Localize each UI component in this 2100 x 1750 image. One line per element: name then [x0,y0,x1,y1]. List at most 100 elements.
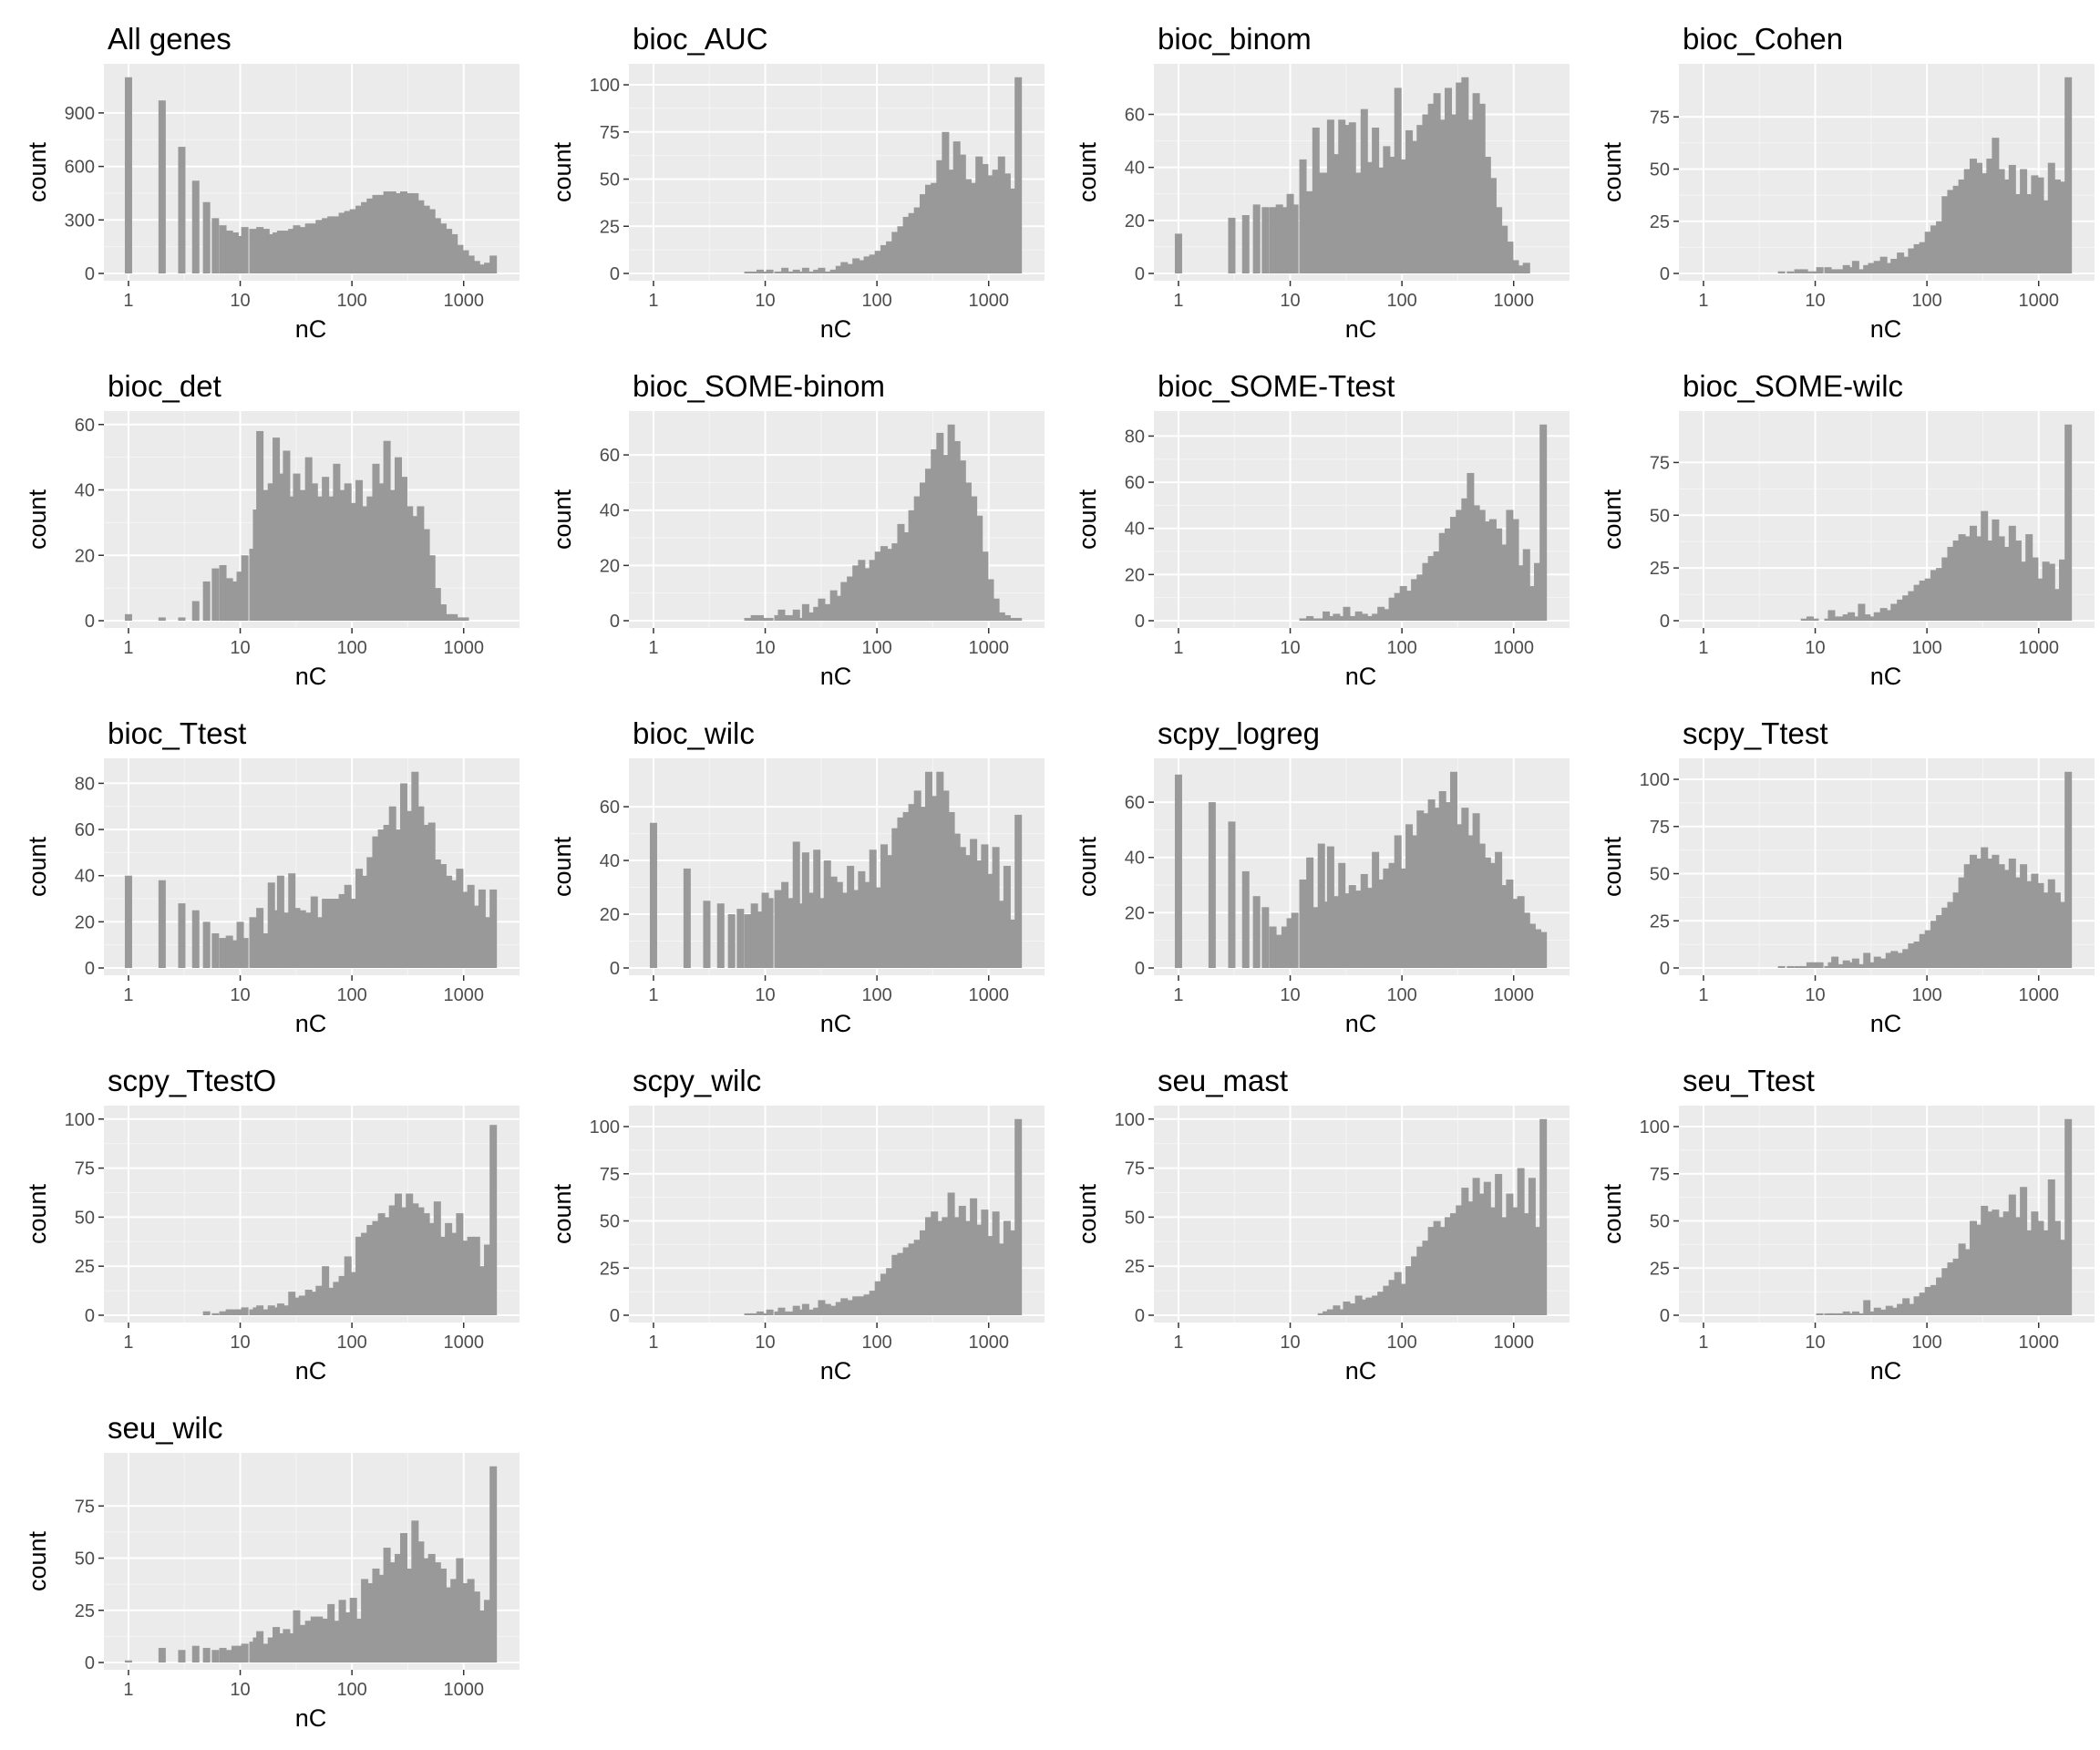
x-tick-label: 10 [1280,291,1300,311]
histogram-bar [1472,813,1480,968]
panel-title: bioc_wilc [633,716,755,750]
histogram-bar [1411,140,1419,273]
histogram-bar [438,864,447,968]
x-tick-label: 1 [123,291,133,311]
histogram-bar [727,914,736,968]
histogram-bar [761,1312,769,1315]
histogram-bar [2020,1187,2028,1315]
histogram-bar [756,911,764,968]
histogram-bar [2002,1211,2011,1315]
histogram-bar [1483,157,1491,273]
y-tick-label: 100 [590,1117,620,1138]
y-tick-label: 40 [1125,849,1145,869]
histogram-bar [1827,610,1836,621]
histogram-bar [1444,528,1452,621]
x-tick-label: 1000 [443,1333,484,1353]
histogram-bar [372,194,380,273]
panel-title: bioc_SOME-binom [633,369,885,403]
histogram-bar [333,1282,341,1315]
y-axis-label: count [24,141,51,202]
histogram-bar [1383,1285,1391,1315]
histogram-bar [1399,1283,1407,1315]
histogram-bar [1913,942,1921,968]
x-axis-label: nC [1870,315,1902,343]
histogram-bar [406,192,414,273]
histogram-bar [1969,854,1977,968]
histogram-bar [2036,882,2044,968]
histogram-bar [293,473,301,621]
histogram-bar [178,1650,186,1662]
histogram-bar [798,1309,806,1315]
histogram-bar [388,190,396,273]
histogram-bar [411,771,419,968]
histogram-bar [231,940,239,968]
histogram-bar [1427,556,1436,621]
y-tick-label: 60 [1125,473,1145,493]
histogram-bar [456,1213,464,1315]
histogram-bar [422,205,430,273]
x-tick-label: 1000 [1493,985,1534,1005]
histogram-bar [1930,921,1939,968]
y-tick-label: 0 [85,959,95,979]
chart-panel: 1 10 100 1000 0 300 600 900 All genes nC count [0,0,525,346]
histogram-bar [1399,586,1407,621]
histogram-bar [1312,907,1320,968]
histogram-bar [241,227,249,273]
x-tick-label: 1 [1698,291,1708,311]
histogram-bar [191,910,200,968]
histogram-bar [1472,1178,1480,1315]
histogram-bar [1777,965,1786,968]
histogram-bar [1427,799,1436,968]
y-tick-label: 40 [1125,520,1145,540]
histogram-bar [283,912,291,968]
histogram-bar [1958,877,1966,968]
histogram-bar [1842,614,1850,621]
histogram-bar [427,1222,436,1315]
histogram-bar [178,147,186,273]
histogram-bar [417,200,425,273]
histogram-bar [2031,175,2039,273]
y-tick-label: 0 [610,1306,620,1326]
histogram-bar [1517,565,1525,621]
histogram-bar [874,251,882,273]
histogram-bar [1326,846,1334,968]
histogram-bar [1952,185,1961,273]
histogram-bar [1348,885,1356,968]
histogram-bar [1534,929,1542,968]
chart-panel: 1 10 100 1000 0 20 40 60 80 bioc_SOME-Ttest nC coun… [1050,347,1575,694]
histogram-bar [1806,962,1814,968]
histogram-bar [880,546,889,621]
chart-panel: 1 10 100 1000 0 25 50 75 100 bioc_AUC nC count [525,0,1050,346]
histogram-bar [1908,591,1916,621]
histogram-bar [361,506,369,621]
histogram-bar [863,1294,871,1315]
histogram-bar [2031,1211,2039,1315]
y-axis-label: count [549,141,576,202]
histogram-bar [406,1568,414,1662]
histogram-bar [798,903,806,968]
histogram-bar [256,908,264,968]
histogram-bar [874,551,882,621]
histogram-bar [902,811,911,968]
histogram-bar [1174,774,1182,968]
x-axis-label: nC [820,315,852,343]
y-tick-label: 60 [75,416,95,436]
histogram-bar [461,891,469,968]
y-tick-label: 60 [75,820,95,840]
y-tick-label: 40 [1125,159,1145,179]
chart-panel: 1 10 100 1000 0 25 50 75 100 seu_mast nC count [1050,1042,1575,1388]
histogram-bar [158,880,166,968]
histogram-bar [399,190,407,273]
histogram-bar [750,1312,758,1315]
histogram-bar [908,212,916,273]
histogram-bar [1365,888,1374,968]
histogram-bar [1952,892,1961,968]
histogram-bar [315,917,324,968]
histogram-bar [383,190,391,273]
histogram-bar [276,875,284,968]
histogram-bar [1506,1193,1514,1315]
histogram-bar [947,170,955,273]
histogram-bar [823,1303,831,1315]
histogram-bar [1897,1303,1905,1315]
histogram-bar [1913,1296,1921,1315]
